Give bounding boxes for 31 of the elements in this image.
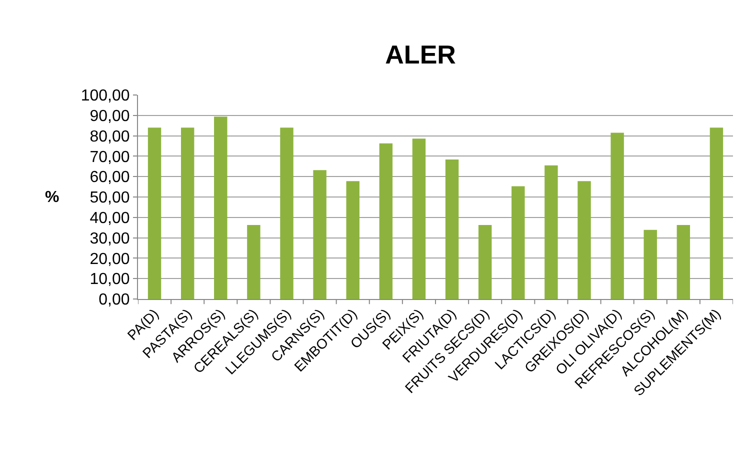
bar (710, 128, 724, 299)
bar (445, 159, 459, 299)
bar (247, 224, 260, 299)
y-axis-title: % (45, 189, 60, 206)
bar (578, 181, 591, 299)
bar (610, 132, 624, 299)
bar (313, 170, 326, 299)
y-tick-label: 60,00 (90, 169, 130, 186)
bar (676, 224, 690, 299)
bar (280, 128, 294, 299)
chart-title: ALER (385, 39, 456, 70)
bar (180, 128, 194, 299)
y-tick-label: 90,00 (90, 108, 130, 125)
bar (412, 138, 426, 299)
bar (214, 116, 228, 299)
bar (544, 165, 558, 299)
y-tick-label: 80,00 (90, 128, 130, 146)
y-tick-label: 100,00 (80, 88, 130, 105)
y-tick-label: 10,00 (90, 271, 130, 288)
bar (512, 186, 525, 299)
bar (148, 128, 162, 299)
y-tick-label: 20,00 (90, 250, 130, 268)
bar (379, 143, 393, 299)
y-tick-label: 70,00 (90, 148, 130, 166)
y-tick-label: 0,00 (98, 292, 130, 309)
bar (644, 230, 657, 299)
bar (346, 181, 360, 299)
y-tick-label: 50,00 (90, 190, 130, 207)
y-tick-label: 30,00 (90, 230, 130, 248)
y-tick-label: 40,00 (90, 210, 130, 227)
bar (478, 224, 492, 299)
